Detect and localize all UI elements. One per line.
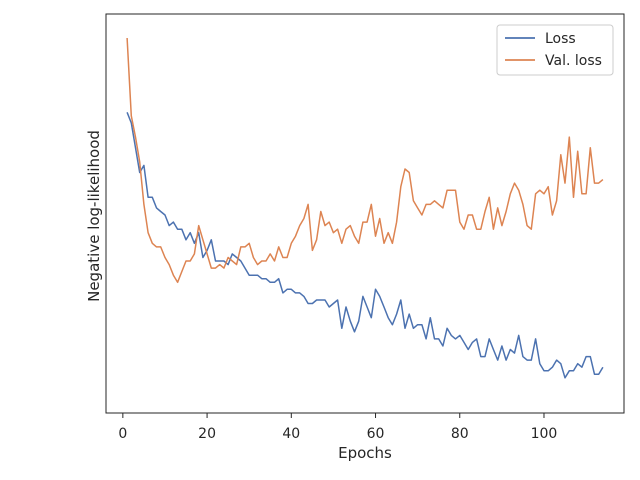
legend-label-loss: Loss <box>545 31 576 47</box>
x-tick-label: 0 <box>118 426 127 442</box>
x-tick-label: 60 <box>367 426 385 442</box>
x-tick-label: 100 <box>531 426 558 442</box>
x-tick-label: 40 <box>282 426 300 442</box>
x-tick-label: 20 <box>198 426 216 442</box>
plot-lines <box>126 37 604 379</box>
plot-area-border <box>105 13 625 414</box>
y-axis-label: Negative log-likelihood <box>85 130 103 302</box>
x-axis-ticks: 0 20 40 60 80 100 <box>118 413 557 442</box>
legend: Loss Val. loss <box>496 24 614 76</box>
series-line-loss <box>126 112 604 379</box>
series-line-val-loss <box>126 37 604 284</box>
x-axis-label: Epochs <box>338 444 392 462</box>
axes-frame <box>105 13 625 414</box>
legend-label-val-loss: Val. loss <box>545 53 602 69</box>
x-tick-label: 80 <box>451 426 469 442</box>
